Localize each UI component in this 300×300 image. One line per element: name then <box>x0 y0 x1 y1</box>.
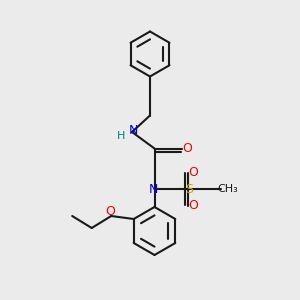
Text: N: N <box>148 182 158 196</box>
Text: CH₃: CH₃ <box>218 184 239 194</box>
Text: S: S <box>186 182 194 196</box>
Text: O: O <box>188 199 198 212</box>
Text: O: O <box>188 166 198 179</box>
Text: O: O <box>182 142 192 155</box>
Text: O: O <box>105 205 115 218</box>
Text: N: N <box>129 124 138 137</box>
Text: H: H <box>116 130 125 141</box>
